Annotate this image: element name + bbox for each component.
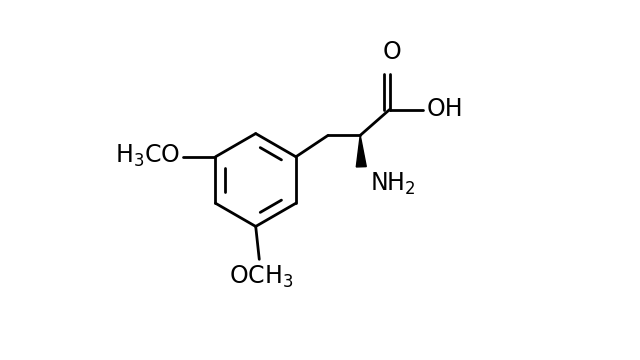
Text: OCH$_3$: OCH$_3$ xyxy=(229,264,293,290)
Text: OH: OH xyxy=(427,97,463,121)
Text: H$_3$CO: H$_3$CO xyxy=(115,143,180,169)
Text: NH$_2$: NH$_2$ xyxy=(370,170,416,197)
Text: O: O xyxy=(383,40,402,64)
Polygon shape xyxy=(356,135,366,167)
